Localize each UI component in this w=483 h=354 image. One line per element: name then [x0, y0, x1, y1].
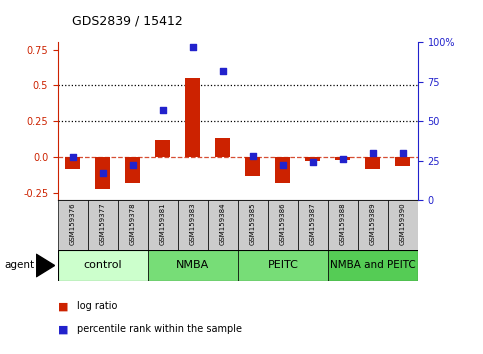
Text: GSM159381: GSM159381 [160, 202, 166, 245]
Bar [365, 157, 380, 169]
Point [309, 159, 317, 165]
Text: GDS2839 / 15412: GDS2839 / 15412 [72, 14, 183, 27]
Text: GSM159387: GSM159387 [310, 202, 316, 245]
Text: NMBA and PEITC: NMBA and PEITC [330, 261, 416, 270]
Bar [245, 157, 260, 176]
Bar [58, 250, 148, 281]
Bar [148, 200, 178, 250]
Bar [126, 157, 141, 183]
Point [369, 150, 377, 156]
Polygon shape [36, 254, 55, 277]
Point [219, 68, 227, 74]
Bar [148, 250, 238, 281]
Point [159, 107, 167, 113]
Text: ■: ■ [58, 301, 69, 311]
Bar [88, 200, 118, 250]
Text: GSM159385: GSM159385 [250, 202, 256, 245]
Text: control: control [84, 261, 122, 270]
Bar [96, 157, 111, 189]
Text: ■: ■ [58, 324, 69, 334]
Point [129, 162, 137, 168]
Point [339, 156, 347, 162]
Text: PEITC: PEITC [268, 261, 298, 270]
Text: GSM159390: GSM159390 [400, 202, 406, 245]
Text: NMBA: NMBA [176, 261, 210, 270]
Text: GSM159386: GSM159386 [280, 202, 286, 245]
Text: GSM159377: GSM159377 [100, 202, 106, 245]
Bar [238, 250, 328, 281]
Bar [275, 157, 290, 183]
Bar [388, 200, 418, 250]
Text: GSM159384: GSM159384 [220, 202, 226, 245]
Text: agent: agent [5, 261, 35, 270]
Bar [208, 200, 238, 250]
Bar [298, 200, 328, 250]
Text: percentile rank within the sample: percentile rank within the sample [77, 324, 242, 334]
Bar [328, 250, 418, 281]
Bar [305, 157, 320, 161]
Bar [358, 200, 388, 250]
Bar [185, 78, 200, 157]
Text: GSM159388: GSM159388 [340, 202, 346, 245]
Bar [328, 200, 358, 250]
Text: GSM159376: GSM159376 [70, 202, 76, 245]
Point [189, 44, 197, 50]
Bar [178, 200, 208, 250]
Point [69, 155, 77, 160]
Text: log ratio: log ratio [77, 301, 118, 311]
Bar [118, 200, 148, 250]
Point [399, 150, 407, 156]
Text: GSM159383: GSM159383 [190, 202, 196, 245]
Bar [58, 200, 88, 250]
Bar [268, 200, 298, 250]
Bar [156, 140, 170, 157]
Point [99, 170, 107, 176]
Bar [66, 157, 81, 169]
Point [279, 162, 287, 168]
Text: GSM159389: GSM159389 [370, 202, 376, 245]
Bar [395, 157, 410, 166]
Text: GSM159378: GSM159378 [130, 202, 136, 245]
Point [249, 153, 257, 159]
Bar [238, 200, 268, 250]
Bar [335, 157, 350, 160]
Bar [215, 138, 230, 157]
